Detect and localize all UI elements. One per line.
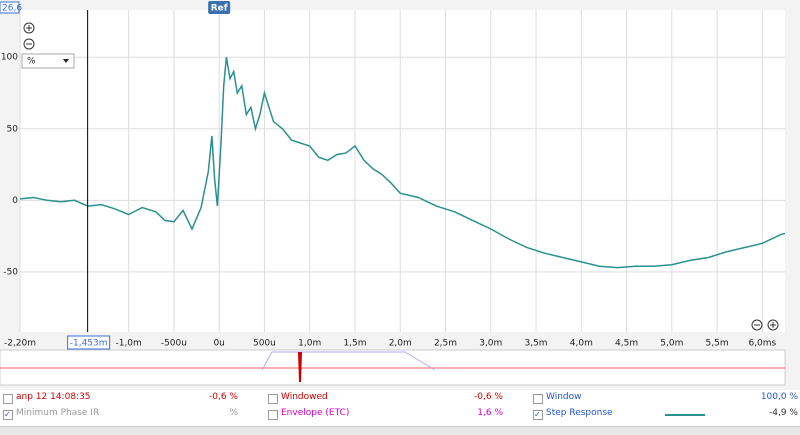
legend-label: Envelope (ETC) xyxy=(281,408,350,418)
legend-label: Windowed xyxy=(281,392,328,402)
ref-label: Ref xyxy=(211,4,228,14)
x-tick-label: 6,0ms xyxy=(748,339,776,349)
legend-value: -4,9 % xyxy=(769,408,798,418)
checkbox[interactable]: ✓ xyxy=(533,410,543,420)
data-line xyxy=(19,57,786,269)
unit-select-value: % xyxy=(27,57,36,67)
legend-row: anp 12 14:08:35 -0,6 % Windowed -0,6 % Windo… xyxy=(0,392,800,406)
checkbox[interactable] xyxy=(268,394,278,404)
y-tick-label: -50 xyxy=(3,267,18,277)
x-tick-label: 5,5m xyxy=(706,339,729,349)
x-tick-label: 2,5m xyxy=(434,339,457,349)
top-value-box[interactable] xyxy=(0,1,20,14)
x-zoom-in-icon xyxy=(770,322,776,328)
overview-window xyxy=(261,351,436,371)
plot-area xyxy=(20,10,785,332)
zoom-in-icon xyxy=(26,25,32,31)
status-bar xyxy=(0,426,800,435)
legend-label: anp 12 14:08:35 xyxy=(16,392,91,402)
x-tick-label: -1,0m xyxy=(115,339,141,349)
x-tick-label: 1,0m xyxy=(298,339,321,349)
checkbox[interactable] xyxy=(268,410,278,420)
legend-label: Step Response xyxy=(546,408,613,418)
x-tick-label: 500u xyxy=(253,339,276,349)
checkbox[interactable]: ✓ xyxy=(3,410,13,420)
ref-marker xyxy=(208,1,231,14)
x-tick-label: 3,5m xyxy=(524,339,547,349)
cursor-box xyxy=(67,335,111,350)
x-tick-label: 4,5m xyxy=(615,339,638,349)
x-tick-label: -500u xyxy=(161,339,187,349)
legend-value: 100,0 % xyxy=(760,392,798,402)
legend-row: ✓ Minimum Phase IR% Envelope (ETC) 1,6 % ✓ St… xyxy=(0,408,800,422)
y-tick-label: 0 xyxy=(12,196,18,206)
cursor-label: -1,453m xyxy=(70,339,108,349)
legend-label: Minimum Phase IR xyxy=(16,408,100,418)
legend-value: % xyxy=(229,408,238,418)
x-tick-label: 2,0m xyxy=(389,339,412,349)
checkbox[interactable] xyxy=(533,394,543,404)
chart: 26,6 % -2,20m -1,0m -500u 0u 500u 1,0m 1,5m 2,0… xyxy=(0,0,800,390)
overview-impulse xyxy=(298,351,302,383)
legend-label: Window xyxy=(546,392,582,402)
x-tick-label: 0u xyxy=(213,339,224,349)
x-tick-label: 4,0m xyxy=(570,339,593,349)
top-value: 26,6 xyxy=(2,4,22,14)
y-tick-label: 100 xyxy=(1,53,18,63)
legend-value: -0,6 % xyxy=(474,392,503,402)
checkbox[interactable] xyxy=(3,394,13,404)
legend-swatch xyxy=(665,414,705,416)
x-tick-label: 5,0m xyxy=(660,339,683,349)
legend-value: 1,6 % xyxy=(477,408,503,418)
x-tick-label: 3,0m xyxy=(479,339,502,349)
y-tick-label: 50 xyxy=(7,124,19,134)
unit-select[interactable] xyxy=(21,53,75,69)
x-tick-label: -2,20m xyxy=(4,339,36,349)
legend-value: -0,6 % xyxy=(209,392,238,402)
x-tick-label: 1,5m xyxy=(343,339,366,349)
dropdown-arrow xyxy=(63,59,69,63)
